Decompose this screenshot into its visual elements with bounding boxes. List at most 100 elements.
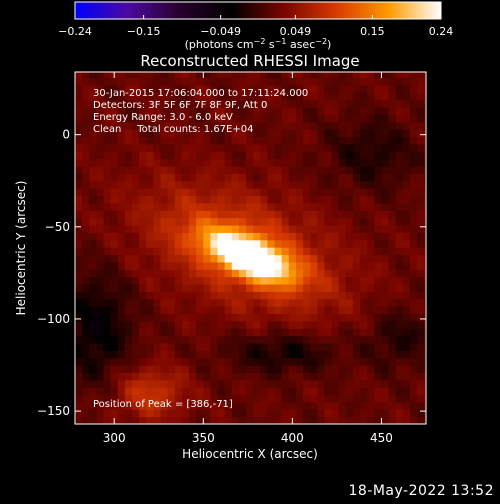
heatmap-cell [324, 328, 333, 337]
heatmap-cell [174, 188, 183, 197]
heatmap-cell [310, 107, 318, 115]
heatmap-cell [203, 372, 212, 381]
heatmap-cell [367, 165, 375, 174]
heatmap-cell [424, 173, 426, 182]
heatmap-cell [331, 350, 340, 359]
heatmap-cell [424, 92, 426, 101]
heatmap-cell [331, 298, 340, 307]
heatmap-cell [181, 394, 190, 403]
heatmap-cell [231, 372, 240, 381]
heatmap-cell [381, 84, 390, 93]
heatmap-cell [231, 342, 240, 351]
heatmap-cell [295, 401, 304, 410]
heatmap-cell [352, 306, 361, 315]
heatmap-cell [267, 92, 276, 101]
heatmap-cell [352, 379, 361, 388]
heatmap-cell [238, 121, 247, 130]
heatmap-cell [181, 365, 190, 373]
heatmap-cell [331, 202, 340, 211]
heatmap-cell [324, 136, 333, 145]
heatmap-cell [409, 143, 418, 152]
heatmap-cell [217, 387, 226, 396]
heatmap-cell [267, 291, 276, 300]
heatmap-cell [317, 261, 326, 270]
heatmap-cell [196, 350, 204, 359]
heatmap-cell [274, 136, 283, 145]
heatmap-cell [139, 173, 147, 182]
heatmap-cell [231, 357, 240, 366]
heatmap-cell [253, 291, 261, 300]
heatmap-cell [82, 283, 90, 292]
heatmap-cell [281, 394, 290, 403]
heatmap-cell [381, 291, 390, 300]
heatmap-cell [409, 151, 418, 160]
heatmap-cell [267, 276, 276, 285]
heatmap-cell [303, 224, 311, 233]
heatmap-cell [295, 99, 304, 108]
heatmap-cell [224, 276, 233, 285]
heatmap-cell [395, 335, 404, 344]
heatmap-cell [124, 143, 133, 152]
chart-title: Reconstructed RHESSI Image [140, 52, 359, 70]
heatmap-cell [103, 394, 112, 403]
heatmap-cell [139, 195, 147, 204]
heatmap-cell [367, 188, 375, 197]
heatmap-cell [317, 202, 326, 211]
heatmap-cell [96, 401, 105, 410]
heatmap-cell [374, 401, 383, 410]
heatmap-cell [124, 261, 133, 270]
heatmap-cell [196, 99, 204, 108]
heatmap-cell [196, 151, 204, 160]
heatmap-cell [274, 107, 283, 115]
heatmap-cell [153, 261, 162, 270]
heatmap-cell [338, 365, 347, 373]
heatmap-cell [288, 306, 297, 315]
heatmap-cell [338, 107, 347, 115]
heatmap-cell [424, 291, 426, 300]
heatmap-cell [352, 188, 361, 197]
heatmap-cell [246, 77, 254, 86]
heatmap-cell [395, 342, 404, 351]
heatmap-cell [395, 77, 404, 86]
heatmap-cell [303, 394, 311, 403]
heatmap-cell [174, 269, 183, 278]
heatmap-cell [189, 298, 197, 307]
heatmap-cell [324, 350, 333, 359]
heatmap-cell [253, 210, 261, 219]
heatmap-cell [238, 350, 247, 359]
heatmap-cell [424, 195, 426, 204]
heatmap-cell [338, 306, 347, 315]
heatmap-cell [139, 269, 147, 278]
heatmap-cell [424, 276, 426, 285]
heatmap-cell [174, 291, 183, 300]
colorbar-tick-label: −0.15 [127, 25, 161, 38]
heatmap-cell [417, 107, 425, 115]
heatmap-cell [424, 129, 426, 138]
heatmap-cell [409, 92, 418, 101]
heatmap-cell [409, 394, 418, 403]
heatmap-cell [146, 77, 154, 86]
heatmap-cell [189, 365, 197, 373]
heatmap-cell [110, 342, 119, 351]
heatmap-cell [75, 269, 83, 278]
heatmap-cell [324, 335, 333, 344]
heatmap-cell [238, 372, 247, 381]
heatmap-cell [317, 401, 326, 410]
heatmap-cell [139, 416, 147, 424]
heatmap-cell [167, 129, 176, 138]
heatmap-cell [260, 84, 269, 93]
heatmap-cell [160, 416, 169, 424]
heatmap-cell [388, 195, 397, 204]
heatmap-cell [96, 254, 105, 263]
heatmap-cell [253, 107, 261, 115]
heatmap-cell [295, 151, 304, 160]
heatmap-cell [75, 99, 83, 108]
heatmap-cell [217, 99, 226, 108]
heatmap-cell [274, 372, 283, 381]
heatmap-cell [388, 320, 397, 329]
heatmap-cell [303, 77, 311, 86]
heatmap-cell [331, 342, 340, 351]
heatmap-cell [203, 114, 212, 123]
heatmap-cell [409, 77, 418, 86]
heatmap-cell [402, 72, 411, 79]
